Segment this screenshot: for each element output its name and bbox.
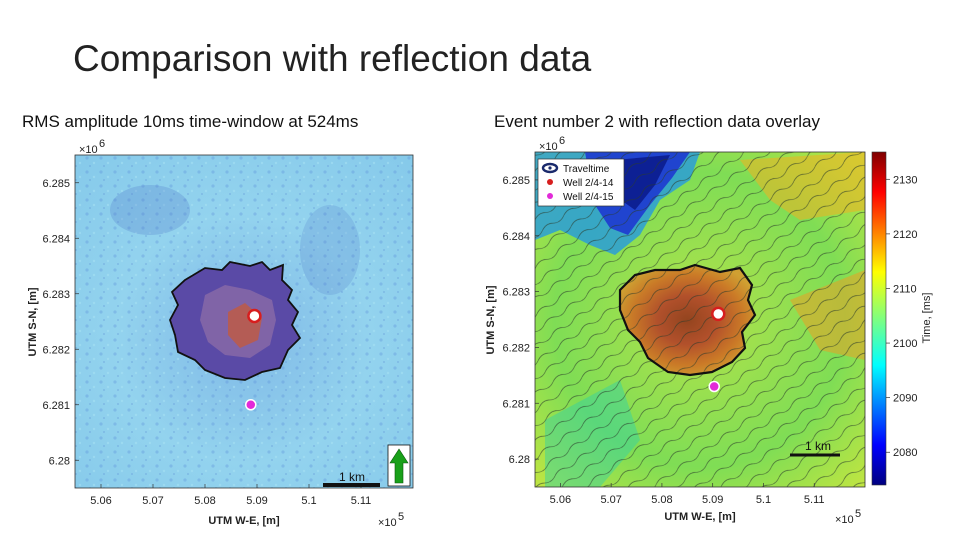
left-x-axis-label: UTM W-E, [m] [208, 515, 280, 527]
colorbar-label: Time, [ms] [921, 293, 933, 344]
legend-traveltime-icon-dot [548, 166, 552, 170]
left-y-tick-label: 6.284 [42, 233, 70, 245]
left-x-tick-label: 5.07 [142, 495, 163, 507]
left-x-tick-label: 5.08 [194, 495, 215, 507]
right-x-tick-label: 5.1 [756, 494, 771, 506]
right-y-tick-label: 6.283 [502, 287, 530, 299]
left-heatmap-plot: 5.06 5.07 5.08 5.09 5.1 5.11 6.2856.2846.2836… [27, 138, 414, 529]
left-y-tick-label: 6.281 [42, 400, 70, 412]
right-y-tick-label: 6.28 [509, 454, 530, 466]
right-x-axis-label: UTM W-E, [m] [664, 511, 736, 523]
left-y-tick-label: 6.282 [42, 344, 70, 356]
colorbar-tick-label: 2100 [893, 338, 917, 350]
right-x-tick-label: 5.11 [804, 494, 825, 506]
legend-well-15-icon [547, 193, 553, 199]
north-arrow-icon [389, 448, 409, 484]
colorbar-tick-label: 2110 [893, 283, 917, 295]
colorbar-tick-label: 2120 [893, 229, 917, 241]
left-x-tick-label: 5.06 [90, 495, 111, 507]
right-y-exponent: 6 [559, 135, 565, 147]
right-x-exponent: 5 [855, 508, 861, 520]
left-y-tick-label: 6.283 [42, 289, 70, 301]
right-x-tick-label: 5.09 [702, 494, 723, 506]
right-legend: Traveltime Well 2/4-14 Well 2/4-15 [537, 158, 625, 207]
left-well-marker [247, 308, 262, 324]
left-low-amplitude-patch [300, 205, 360, 295]
right-y-tick-label: 6.284 [502, 231, 530, 243]
colorbar-tick-label: 2130 [893, 174, 917, 186]
right-y-tick-label: 6.285 [502, 175, 530, 187]
right-x-tick-label: 5.07 [600, 494, 621, 506]
right-heatmap-plot: 5.06 5.07 5.08 5.09 5.1 5.11 6.2856.2846.2836… [485, 135, 933, 526]
left-well-marker [245, 399, 257, 411]
left-y-tick-label: 6.28 [49, 455, 70, 467]
right-contour-lines [535, 152, 865, 487]
colorbar-tick-label: 2090 [893, 393, 917, 405]
left-x-tick-label: 5.1 [301, 495, 316, 507]
right-well-marker [711, 306, 726, 322]
legend-traveltime-icon [541, 162, 559, 174]
right-x-tick-label: 5.06 [550, 494, 571, 506]
left-x-multiplier: ×10 [378, 517, 397, 529]
legend-well-14-label: Well 2/4-14 [563, 178, 614, 189]
right-colorbar [871, 151, 887, 486]
right-panel-title: Event number 2 with reflection data over… [494, 112, 821, 131]
left-y-exponent: 6 [99, 138, 105, 150]
left-y-multiplier: ×10 [79, 144, 98, 156]
left-y-axis-label: UTM S-N, [m] [27, 287, 39, 356]
slide-title: Comparison with reflection data [73, 38, 592, 79]
left-scale-label: 1 km [339, 470, 365, 484]
right-x-multiplier: ×10 [835, 514, 854, 526]
left-x-tick-label: 5.09 [246, 495, 267, 507]
legend-well-15-label: Well 2/4-15 [563, 192, 614, 203]
right-y-axis-label: UTM S-N, [m] [485, 285, 497, 354]
right-anomaly-outline [618, 263, 757, 377]
left-plot-frame [74, 154, 414, 489]
left-y-tick-label: 6.285 [42, 178, 70, 190]
right-plot-frame [534, 151, 866, 488]
legend-traveltime-label: Traveltime [563, 164, 610, 175]
left-x-tick-label: 5.11 [351, 495, 372, 507]
left-panel-title: RMS amplitude 10ms time-window at 524ms [22, 112, 359, 131]
right-y-tick-label: 6.281 [502, 398, 530, 410]
left-low-amplitude-patch [110, 185, 190, 235]
right-well-marker [708, 380, 720, 393]
legend-well-14-icon [547, 179, 553, 185]
left-x-exponent: 5 [398, 511, 404, 523]
right-x-tick-label: 5.08 [651, 494, 672, 506]
right-y-multiplier: ×10 [539, 141, 558, 153]
right-scale-label: 1 km [805, 439, 831, 453]
right-y-tick-label: 6.282 [502, 342, 530, 354]
colorbar-tick-label: 2080 [893, 447, 917, 459]
